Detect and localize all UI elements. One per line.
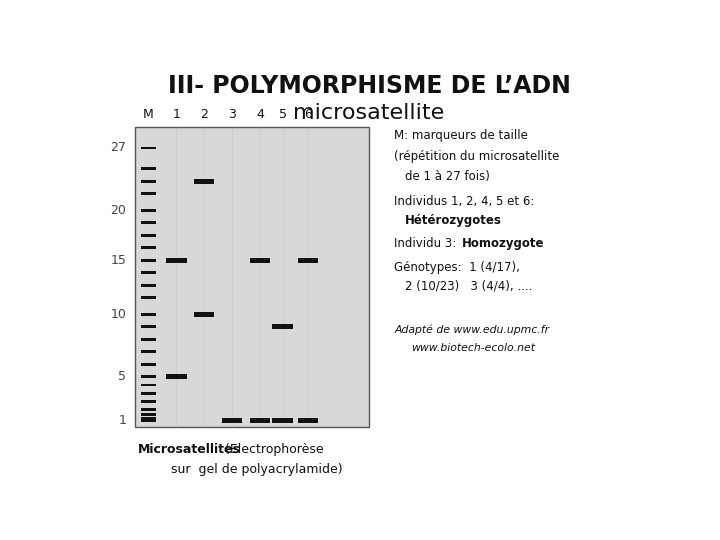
Text: Génotypes:  1 (4/17),: Génotypes: 1 (4/17), <box>394 261 520 274</box>
Text: Microsatellites: Microsatellites <box>138 443 240 456</box>
Bar <box>141 383 156 387</box>
Bar <box>272 418 292 423</box>
Text: 27: 27 <box>110 141 126 154</box>
Bar <box>297 418 318 423</box>
Bar <box>141 350 156 353</box>
Text: 1: 1 <box>173 108 181 121</box>
Bar <box>141 296 156 299</box>
Text: Homozygote: Homozygote <box>462 238 545 251</box>
Bar <box>141 192 156 195</box>
Text: 2: 2 <box>200 108 208 121</box>
Bar <box>166 258 186 262</box>
Bar <box>141 375 156 378</box>
Bar <box>250 258 270 262</box>
Text: III- POLYMORPHISME DE L’ADN: III- POLYMORPHISME DE L’ADN <box>168 74 570 98</box>
Bar <box>141 167 156 170</box>
Bar <box>141 338 156 341</box>
Bar <box>141 419 156 422</box>
Bar <box>135 127 369 427</box>
Text: 4: 4 <box>256 108 264 121</box>
Bar <box>222 418 243 423</box>
Bar <box>250 418 270 423</box>
Text: M: M <box>143 108 154 121</box>
Text: www.biotech-ecolo.net: www.biotech-ecolo.net <box>411 343 535 353</box>
Bar <box>141 146 156 150</box>
Text: 20: 20 <box>110 204 126 217</box>
Bar <box>194 179 215 184</box>
Text: de 1 à 27 fois): de 1 à 27 fois) <box>405 170 490 183</box>
Bar <box>141 209 156 212</box>
Text: 15: 15 <box>110 254 126 267</box>
Bar <box>141 259 156 262</box>
Bar <box>141 408 156 411</box>
Text: 5: 5 <box>118 370 126 383</box>
Bar <box>141 413 156 415</box>
Bar <box>166 374 186 379</box>
Text: 1: 1 <box>118 414 126 427</box>
Bar <box>141 246 156 249</box>
Text: Individus 1, 2, 4, 5 et 6:: Individus 1, 2, 4, 5 et 6: <box>394 194 534 207</box>
Bar <box>141 284 156 287</box>
Bar <box>297 258 318 262</box>
Bar <box>141 325 156 328</box>
Text: 5: 5 <box>279 108 287 121</box>
Text: Individu 3:: Individu 3: <box>394 238 460 251</box>
Text: 6: 6 <box>304 108 312 121</box>
Text: microsatellite: microsatellite <box>293 103 445 123</box>
Text: 2 (10/23)   3 (4/4), ....: 2 (10/23) 3 (4/4), .... <box>405 280 533 293</box>
Text: Adapté de www.edu.upmc.fr: Adapté de www.edu.upmc.fr <box>394 325 549 335</box>
Bar <box>141 271 156 274</box>
Bar <box>141 363 156 366</box>
Text: Hétérozygotes: Hétérozygotes <box>405 214 502 227</box>
Bar <box>141 180 156 183</box>
Bar <box>141 221 156 224</box>
Bar <box>272 325 292 329</box>
Bar <box>141 400 156 403</box>
Bar <box>141 392 156 395</box>
Text: 3: 3 <box>228 108 236 121</box>
Bar <box>141 313 156 316</box>
Bar <box>141 417 156 420</box>
Text: M: marqueurs de taille: M: marqueurs de taille <box>394 129 528 142</box>
Text: (Electrophorèse: (Electrophorèse <box>217 443 324 456</box>
Bar <box>141 234 156 237</box>
Text: 10: 10 <box>110 308 126 321</box>
Bar <box>194 312 215 316</box>
Text: (répétition du microsatellite: (répétition du microsatellite <box>394 150 559 163</box>
Text: sur  gel de polyacrylamide): sur gel de polyacrylamide) <box>171 463 343 476</box>
